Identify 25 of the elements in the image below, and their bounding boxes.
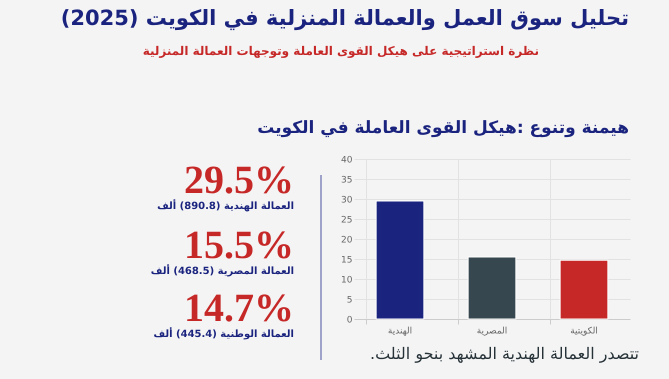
bar [560, 260, 608, 320]
y-tick-label: 25 [341, 216, 352, 226]
x-tick-label: المصرية [476, 326, 508, 336]
y-tick-label: 35 [341, 176, 352, 186]
y-tick-label: 0 [346, 316, 353, 326]
y-tick-label: 40 [341, 156, 353, 166]
y-tick-label: 20 [341, 236, 353, 246]
y-tick-label: 30 [341, 196, 353, 206]
chart-title: تحليل سوق العمل والعمالة المنزلية في الكويت (2025) [60, 6, 629, 30]
text: هيمنة وتنوع :هيكل القوى العاملة في الكويت [257, 118, 629, 138]
text: العمالة المصرية (468.5) ألف [150, 266, 294, 277]
chart-subtitle: نظرة استراتيجية على هيكل القوى العاملة وتوجهات العمالة المنزلية [142, 44, 539, 58]
y-tick-label: 5 [346, 296, 352, 306]
y-tick-label: 15 [341, 256, 352, 266]
y-tick-label: 10 [341, 276, 353, 286]
bar [376, 200, 424, 320]
x-tick-label: الهندية [388, 326, 412, 336]
x-tick-label: الكويتية [570, 326, 598, 336]
text: تتصدر العمالة الهندية المشهد بنحو الثلث. [370, 344, 639, 363]
text: 29.5% [184, 157, 294, 202]
text: 15.5% [184, 222, 294, 267]
bar [468, 256, 516, 320]
text: العمالة الهندية (890.8) ألف [157, 201, 294, 212]
text: العمالة الوطنية (445.4) ألف [153, 329, 294, 340]
text: 14.7% [184, 285, 294, 330]
